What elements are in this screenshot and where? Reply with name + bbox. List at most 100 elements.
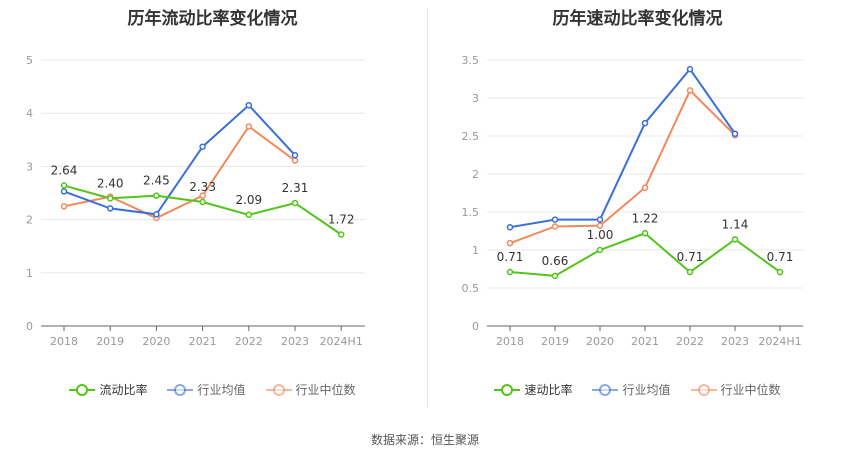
series-line [63,103,296,216]
data-point [153,192,160,199]
panel-divider [427,8,428,408]
legend-line-icon [69,383,96,396]
x-tick-label: 2022 [676,335,704,348]
data-point [506,268,514,276]
current-ratio-chart: 0 1 2 3 4 5 2018 2019 2020 2021 2022 2023 2024H1 2.64… [26,54,365,348]
y-tick-label: 4 [26,107,33,120]
data-point [245,211,253,219]
data-point [291,151,299,159]
chart-legend: 流动比率 行业均值 行业中位数 [0,381,425,398]
y-tick-label: 3.5 [462,54,480,67]
legend-item[interactable]: 行业中位数 [265,381,356,398]
data-point [731,130,739,137]
legend-item[interactable]: 行业均值 [167,381,246,398]
data-point [641,230,649,237]
y-tick-label: 1 [26,267,33,280]
data-point [60,182,68,189]
quick-ratio-panel: 历年速动比率变化情况 0 0.5 1 1.5 2 2.5 3 3.5 2018 2019 2020 2… [425,0,850,459]
data-label: 2.40 [97,176,124,190]
data-point [596,216,604,223]
data-label: 2.64 [51,164,78,178]
x-tick-label: 2023 [281,335,309,348]
legend-line-icon [167,383,194,396]
data-point [731,236,739,243]
data-point [551,216,559,223]
data-label: 1.22 [632,211,659,225]
data-point [506,239,514,247]
data-label: 1.72 [328,212,355,226]
x-tick-label: 2019 [96,335,124,348]
y-tick-label: 2 [26,214,33,227]
legend-label: 流动比率 [99,383,148,397]
series-line [63,125,296,220]
x-tick-label: 2020 [586,335,614,348]
legend-item[interactable]: 行业中位数 [690,381,781,398]
data-point [291,157,299,164]
legend-line-icon [592,383,619,396]
y-tick-label: 0 [472,320,479,333]
legend-label: 行业中位数 [295,383,356,397]
x-tick-label: 2024H1 [758,335,801,348]
data-source: 数据来源：恒生聚源 [370,433,479,447]
data-point [641,119,649,127]
legend-item[interactable]: 行业均值 [592,381,671,398]
data-point [60,203,68,210]
data-point [551,223,559,230]
chart-title: 历年流动比率变化情况 [127,9,298,29]
data-label: 1.14 [722,217,749,231]
data-point [199,192,206,199]
data-point [686,65,694,73]
data-point [245,123,253,130]
data-point [106,195,114,202]
x-tick-label: 2020 [142,335,170,348]
legend-line-icon [265,383,292,396]
x-tick-label: 2024H1 [320,335,363,348]
data-point [686,268,694,276]
data-point [60,188,68,195]
data-point [551,272,559,280]
legend-label: 行业均值 [622,383,671,397]
x-tick-label: 2023 [721,335,749,348]
x-tick-label: 2021 [631,335,659,348]
y-tick-label: 5 [26,54,33,67]
data-point [153,211,160,218]
data-label: 0.66 [542,254,569,268]
legend-label: 行业中位数 [720,383,781,397]
y-tick-label: 1.5 [462,206,480,219]
data-point [106,205,114,212]
quick-ratio-chart: 0 0.5 1 1.5 2 2.5 3 3.5 2018 2019 2020 2021 2022 2023… [462,54,803,348]
data-point [641,184,649,191]
data-label: 2.31 [282,181,309,195]
x-tick-label: 2019 [541,335,569,348]
chart-title: 历年速动比率变化情况 [552,9,723,29]
data-point [596,246,604,254]
y-tick-label: 3 [26,160,33,173]
y-tick-label: 2.5 [462,130,480,143]
y-tick-label: 2 [472,168,479,181]
data-point [199,143,206,150]
data-point [776,268,784,276]
data-point [199,198,206,206]
y-tick-label: 3 [472,92,479,105]
y-tick-label: 0 [26,320,33,333]
legend-item[interactable]: 速动比率 [494,381,572,398]
data-label: 0.71 [677,250,704,264]
data-label: 1.00 [587,228,614,242]
x-tick-label: 2018 [50,335,78,348]
legend-item[interactable]: 流动比率 [69,381,147,398]
y-tick-label: 0.5 [462,282,480,295]
y-tick-label: 1 [472,244,479,257]
chart-legend: 速动比率 行业均值 行业中位数 [425,381,850,398]
data-point [596,222,604,229]
data-point [337,231,345,238]
legend-label: 行业均值 [197,383,246,397]
data-label: 2.33 [189,180,216,194]
data-label: 2.09 [235,193,262,207]
data-point [506,223,514,231]
legend-label: 速动比率 [524,383,573,397]
data-point [245,101,253,109]
x-tick-label: 2022 [235,335,263,348]
legend-line-icon [494,383,521,396]
data-label: 0.71 [497,250,524,264]
series-line [509,67,736,229]
